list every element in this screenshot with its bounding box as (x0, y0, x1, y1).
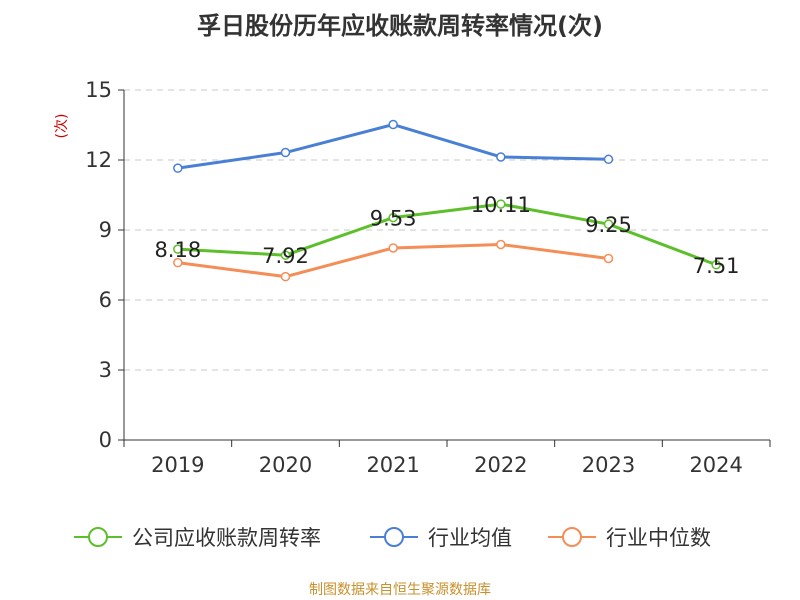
legend-swatch-marker (562, 527, 582, 547)
data-point (173, 257, 183, 268)
source-note: 制图数据来自恒生聚源数据库 (309, 582, 491, 598)
axes (118, 89, 771, 447)
data-point (496, 199, 506, 209)
data-point (280, 271, 291, 282)
data-point (603, 253, 614, 264)
y-tick-label: 9 (99, 218, 112, 242)
x-tick-label: 2024 (689, 453, 742, 477)
data-point (280, 250, 291, 260)
data-label: 10.11 (471, 193, 531, 217)
data-label: 9.53 (370, 207, 417, 231)
y-tick-label: 6 (99, 288, 112, 312)
data-point (173, 163, 183, 173)
x-tick-label: 2023 (582, 453, 635, 477)
legend-label: 公司应收账款周转率 (132, 526, 321, 550)
legend: 公司应收账款周转率 行业均值 行业中位数 (74, 526, 711, 550)
chart-title: 孚日股份历年应收账款周转率情况(次) (197, 12, 603, 40)
data-label: 8.18 (154, 238, 201, 262)
y-axis-label: (次) (54, 114, 70, 139)
gridlines (124, 89, 770, 371)
x-tick-labels: 2019 2020 2021 2022 2023 2024 (151, 453, 743, 477)
data-label: 7.51 (693, 254, 740, 278)
y-tick-label: 3 (99, 358, 112, 382)
series-points (173, 119, 721, 282)
y-tick-label: 12 (85, 148, 112, 172)
series-line (177, 202, 717, 267)
series-lines (177, 123, 717, 279)
x-tick-label: 2022 (474, 453, 527, 477)
data-point (496, 152, 506, 162)
y-tick-labels: 0 3 6 9 12 15 (85, 78, 112, 452)
y-tick-label: 15 (85, 78, 112, 102)
data-point (603, 219, 614, 229)
x-tick-label: 2021 (366, 453, 419, 477)
data-label: 9.25 (585, 213, 632, 237)
x-tick-label: 2019 (151, 453, 204, 477)
y-tick-label: 0 (99, 428, 112, 452)
legend-swatch-marker (384, 527, 404, 547)
legend-label: 行业均值 (428, 526, 512, 550)
data-point (388, 243, 398, 253)
legend-swatch-marker (88, 527, 108, 547)
data-labels: 8.18 7.92 9.53 10.11 9.25 7.51 (154, 193, 739, 278)
data-point (388, 212, 398, 223)
data-point (603, 154, 614, 165)
data-point (280, 147, 291, 158)
data-point (388, 119, 398, 130)
legend-label: 行业中位数 (606, 526, 711, 550)
series-line (177, 123, 609, 170)
data-point (496, 239, 506, 250)
data-point (711, 260, 721, 270)
x-tick-label: 2020 (259, 453, 312, 477)
data-point (173, 244, 183, 254)
data-label: 7.92 (262, 244, 309, 268)
